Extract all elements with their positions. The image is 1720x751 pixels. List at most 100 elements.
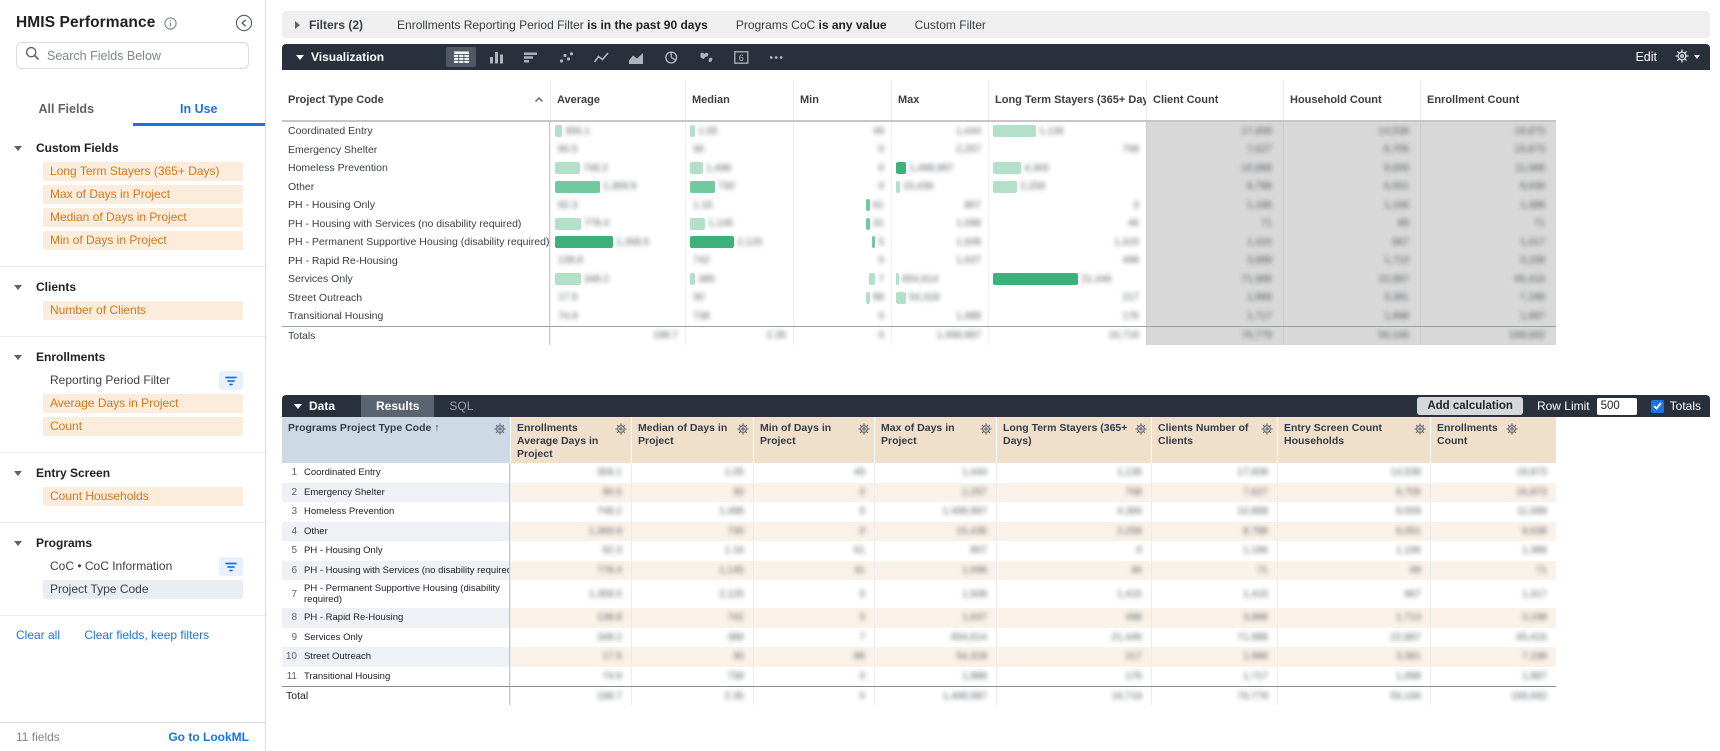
viz-cell[interactable]: 90.5 bbox=[550, 140, 685, 159]
gear-icon[interactable] bbox=[737, 423, 749, 439]
viz-row-label[interactable]: PH - Housing Only bbox=[282, 196, 550, 215]
data-column-header-enrollments-count[interactable]: Enrollments Count bbox=[1430, 417, 1556, 463]
bar-chart-icon[interactable] bbox=[516, 47, 546, 67]
viz-cell[interactable]: 0 bbox=[793, 251, 891, 270]
viz-cell[interactable]: 498 bbox=[988, 251, 1146, 270]
viz-cell[interactable]: 738 bbox=[685, 307, 793, 326]
viz-cell[interactable]: 306.1 bbox=[550, 122, 685, 141]
data-cell[interactable]: 708 bbox=[996, 482, 1151, 502]
data-cell[interactable]: 654,614 bbox=[874, 627, 996, 647]
viz-column-header-average[interactable]: Average bbox=[550, 80, 685, 120]
data-cell[interactable]: 748.2 bbox=[510, 502, 631, 522]
data-row-label[interactable]: PH - Housing with Services (no disabilit… bbox=[300, 560, 510, 580]
filters-expand-icon[interactable] bbox=[295, 20, 300, 29]
tab-all-fields[interactable]: All Fields bbox=[38, 102, 95, 116]
viz-total-cell[interactable]: 16,719 bbox=[988, 326, 1146, 345]
data-cell[interactable]: 16,873 bbox=[1430, 482, 1556, 502]
viz-count-cell[interactable]: 1,166 bbox=[1283, 196, 1420, 215]
data-cell[interactable]: 498 bbox=[996, 608, 1151, 628]
viz-column-header-median[interactable]: Median bbox=[685, 80, 793, 120]
data-cell[interactable]: 217 bbox=[996, 647, 1151, 667]
viz-cell[interactable]: 0 bbox=[793, 177, 891, 196]
data-cell[interactable]: 3,381 bbox=[1277, 647, 1430, 667]
totals-checkbox[interactable] bbox=[1650, 399, 1664, 413]
viz-total-cell[interactable]: 198.7 bbox=[550, 326, 685, 345]
data-cell[interactable]: 6,705 bbox=[1277, 482, 1430, 502]
viz-count-cell[interactable]: 1,186 bbox=[1146, 196, 1283, 215]
viz-cell[interactable]: 1,369.9 bbox=[550, 177, 685, 196]
more-charts-icon[interactable] bbox=[761, 47, 791, 67]
data-row-label[interactable]: Transitional Housing bbox=[300, 666, 510, 686]
viz-count-cell[interactable]: 10,888 bbox=[1146, 159, 1283, 178]
data-cell[interactable]: 807 bbox=[874, 541, 996, 561]
viz-cell[interactable]: 1,498 bbox=[685, 159, 793, 178]
viz-row-label[interactable]: Emergency Shelter bbox=[282, 140, 550, 159]
field-row-coc-coc-information[interactable]: CoC • CoC Information bbox=[43, 557, 243, 576]
line-chart-icon[interactable] bbox=[586, 47, 616, 67]
viz-cell[interactable]: 217 bbox=[988, 288, 1146, 307]
viz-cell[interactable]: 748.2 bbox=[550, 159, 685, 178]
filters-toggle[interactable]: Filters (2) bbox=[309, 17, 364, 32]
field-row-reporting-period-filter[interactable]: Reporting Period Filter bbox=[43, 371, 243, 390]
viz-count-cell[interactable]: 867 bbox=[1283, 233, 1420, 252]
viz-row-label[interactable]: Other bbox=[282, 177, 550, 196]
viz-cell[interactable]: 708 bbox=[988, 140, 1146, 159]
viz-total-cell[interactable]: 2.35 bbox=[685, 326, 793, 345]
viz-column-header-min[interactable]: Min bbox=[793, 80, 891, 120]
data-cell[interactable]: 1,098 bbox=[874, 560, 996, 580]
data-cell[interactable]: 6,051 bbox=[1277, 521, 1430, 541]
field-chip-project-type-code[interactable]: Project Type Code bbox=[43, 580, 243, 599]
viz-column-header-household-count[interactable]: Household Count bbox=[1283, 80, 1420, 120]
viz-column-header-enrollment-count[interactable]: Enrollment Count bbox=[1420, 80, 1556, 120]
viz-count-cell[interactable]: 18,873 bbox=[1420, 122, 1556, 141]
table-chart-icon[interactable] bbox=[446, 47, 477, 67]
data-total-cell[interactable]: 1,498,987 bbox=[874, 687, 996, 705]
data-row-label[interactable]: Coordinated Entry bbox=[300, 463, 510, 483]
viz-total-cell[interactable]: 0 bbox=[793, 326, 891, 345]
data-cell[interactable]: 54,318 bbox=[874, 647, 996, 667]
gear-icon[interactable] bbox=[1506, 423, 1518, 439]
data-cell[interactable]: 1,637 bbox=[874, 608, 996, 628]
data-cell[interactable]: 1,358.5 bbox=[510, 580, 631, 608]
viz-count-cell[interactable]: 22,887 bbox=[1283, 270, 1420, 289]
data-cell[interactable]: 1,145 bbox=[631, 560, 753, 580]
data-cell[interactable]: 1,713 bbox=[1277, 608, 1430, 628]
section-header-programs[interactable]: Programs bbox=[0, 536, 265, 550]
data-cell[interactable]: 0 bbox=[753, 666, 874, 686]
viz-total-cell[interactable]: 1,498,987 bbox=[891, 326, 988, 345]
search-input[interactable] bbox=[47, 48, 240, 63]
filter-in-use-button[interactable] bbox=[219, 371, 243, 390]
data-total-cell[interactable]: 76,779 bbox=[1151, 687, 1277, 705]
tab-in-use[interactable]: In Use bbox=[132, 95, 265, 126]
viz-cell[interactable]: 54,318 bbox=[891, 288, 988, 307]
data-cell[interactable]: 2,258 bbox=[996, 521, 1151, 541]
viz-column-header-long-term-stayers-365-days[interactable]: Long Term Stayers (365+ Days) bbox=[988, 80, 1146, 120]
viz-cell[interactable]: 1,358.5 bbox=[550, 233, 685, 252]
data-cell[interactable]: 0 bbox=[753, 482, 874, 502]
viz-count-cell[interactable]: 1,717 bbox=[1146, 307, 1283, 326]
filter-summary[interactable]: Enrollments Reporting Period Filter is i… bbox=[397, 17, 708, 32]
viz-count-cell[interactable]: 71 bbox=[1420, 214, 1556, 233]
data-cell[interactable]: 9,638 bbox=[1430, 521, 1556, 541]
data-cell[interactable]: 1,508 bbox=[874, 580, 996, 608]
data-cell[interactable]: 7 bbox=[753, 627, 874, 647]
viz-cell[interactable]: 49 bbox=[793, 122, 891, 141]
field-chip-median-of-days-in-project[interactable]: Median of Days in Project bbox=[43, 208, 243, 227]
viz-count-cell[interactable]: 6,705 bbox=[1283, 140, 1420, 159]
viz-row-label[interactable]: Coordinated Entry bbox=[282, 122, 550, 141]
viz-count-cell[interactable]: 16,873 bbox=[1420, 140, 1556, 159]
viz-cell[interactable]: 2,257 bbox=[891, 140, 988, 159]
viz-settings-button[interactable] bbox=[1675, 48, 1700, 66]
data-cell[interactable]: 1,444 bbox=[874, 463, 996, 483]
viz-count-cell[interactable]: 3,198 bbox=[1420, 251, 1556, 270]
filter-in-use-button[interactable] bbox=[219, 557, 243, 576]
data-column-header-programs-project-type-code[interactable]: Programs Project Type Code ↑ bbox=[282, 417, 510, 463]
tab-sql[interactable]: SQL bbox=[449, 399, 474, 413]
field-chip-long-term-stayers-365-days[interactable]: Long Term Stayers (365+ Days) bbox=[43, 162, 243, 181]
data-total-cell[interactable]: 168,692 bbox=[1430, 687, 1556, 705]
data-column-header-max-of-days-in-project[interactable]: Max of Days in Project bbox=[874, 417, 996, 463]
viz-row-label[interactable]: Transitional Housing bbox=[282, 307, 550, 326]
field-chip-max-of-days-in-project[interactable]: Max of Days in Project bbox=[43, 185, 243, 204]
viz-count-cell[interactable]: 11,088 bbox=[1420, 159, 1556, 178]
data-total-cell[interactable]: 56,166 bbox=[1277, 687, 1430, 705]
